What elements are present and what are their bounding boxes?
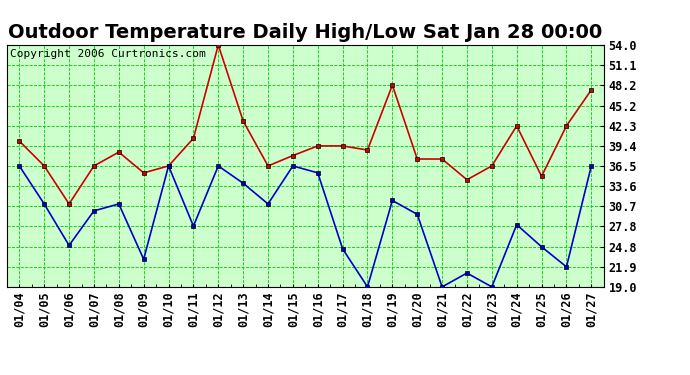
Text: Copyright 2006 Curtronics.com: Copyright 2006 Curtronics.com	[10, 49, 206, 58]
Title: Outdoor Temperature Daily High/Low Sat Jan 28 00:00: Outdoor Temperature Daily High/Low Sat J…	[8, 23, 602, 42]
